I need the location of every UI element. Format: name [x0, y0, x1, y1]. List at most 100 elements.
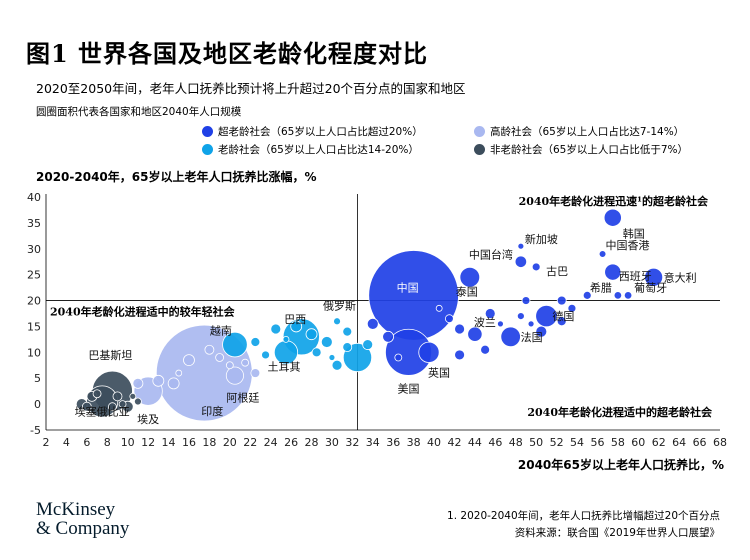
data-label-韩国: 韩国 [623, 227, 645, 241]
bubble-point [134, 397, 142, 406]
y-tick-label: 15 [27, 320, 41, 333]
legend-dot-aged [202, 144, 213, 155]
bubble-阿根廷 [225, 366, 244, 385]
x-tick-label: 2 [43, 436, 50, 449]
data-label-波兰: 波兰 [474, 316, 496, 329]
bubble-point [107, 402, 117, 412]
data-label-阿根廷: 阿根廷 [226, 391, 259, 405]
data-label-德国: 德国 [552, 309, 574, 323]
quadrant-label-bottom-right: 2040年老龄化进程适中的超老龄社会 [527, 405, 713, 419]
data-label-美国: 美国 [398, 382, 420, 395]
x-tick-label: 16 [182, 436, 196, 449]
x-tick-label: 52 [550, 436, 564, 449]
legend-dot-non [474, 144, 485, 155]
quadrant-label-top-left: 2040年老龄化进程适中的较年轻社会 [50, 305, 236, 319]
brand-line-2: & Company [36, 518, 130, 539]
chart-title: 图1 世界各国及地区老龄化程度对比 [26, 39, 429, 68]
data-label-法国: 法国 [521, 330, 543, 344]
mckinsey-logo: McKinsey & Company [36, 500, 129, 538]
y-tick-label: 30 [27, 243, 41, 256]
bubble-point [183, 354, 195, 367]
data-label-西班牙: 西班牙 [619, 270, 652, 283]
x-tick-label: 36 [386, 436, 400, 449]
bubble-point [204, 344, 215, 355]
bubble-古巴 [531, 262, 541, 272]
x-tick-label: 6 [83, 436, 90, 449]
bubble-point [366, 317, 379, 330]
data-label-巴西: 巴西 [284, 313, 306, 326]
bubble-point [567, 303, 577, 313]
bubble-英国 [418, 341, 440, 363]
bubble-point [535, 325, 548, 338]
x-tick-label: 32 [345, 436, 359, 449]
x-tick-label: 46 [488, 436, 502, 449]
brand-line-1: McKinsey [36, 499, 116, 520]
bubble-point [444, 314, 454, 324]
bubble-point [342, 326, 353, 337]
bubble-中国台湾 [514, 255, 528, 268]
x-tick-label: 56 [590, 436, 604, 449]
bubble-point [241, 358, 250, 367]
legend-dot-super [202, 126, 213, 137]
bubble-point [320, 336, 333, 348]
bubble-point [454, 349, 465, 361]
bubble-point [435, 304, 443, 312]
data-label-埃及: 埃及 [137, 412, 159, 426]
bubble-德国 [535, 304, 558, 328]
legend-item-non: 非老龄社会（65岁以上人口占比低于7%） [474, 142, 688, 157]
x-tick-label: 38 [407, 436, 421, 449]
quadrant-label-top-right: 2040年老龄化进程迅速¹的超老龄社会 [519, 194, 709, 208]
bubble-point [362, 339, 374, 350]
bubble-point [333, 317, 341, 326]
data-label-英国: 英国 [428, 365, 450, 379]
x-tick-label: 64 [672, 436, 686, 449]
bubble-point [290, 320, 303, 333]
x-tick-label: 54 [570, 436, 584, 449]
x-tick-label: 22 [243, 436, 257, 449]
bubble-point [582, 290, 592, 300]
legend-label-high: 高龄社会（65岁以上人口占比达7-14%） [490, 126, 685, 138]
x-tick-label: 50 [529, 436, 543, 449]
x-tick-label: 48 [509, 436, 523, 449]
legend-label-super: 超老龄社会（65岁以上人口占比超过20%） [218, 126, 423, 138]
x-tick-label: 4 [63, 436, 70, 449]
x-tick-label: 40 [427, 436, 441, 449]
x-tick-label: 34 [366, 436, 380, 449]
bubble-越南 [222, 331, 248, 358]
bubble-point [342, 342, 353, 353]
bubble-point [516, 312, 525, 320]
footnote-line-1: 1. 2020-2040年间，老年人口抚养比增幅超过20个百分点 [447, 510, 720, 522]
bubble-波兰 [467, 326, 483, 342]
bubble-point [112, 391, 123, 402]
data-label-中国香港: 中国香港 [606, 239, 650, 252]
data-label-俄罗斯: 俄罗斯 [323, 300, 356, 313]
bubble-中国香港 [598, 250, 607, 258]
legend-label-non: 非老龄社会（65岁以上人口占比低于7%） [490, 144, 689, 156]
bubble-point [556, 295, 567, 306]
y-tick-label: 10 [27, 346, 41, 359]
y-tick-label: 25 [27, 269, 41, 282]
x-tick-label: 14 [162, 436, 176, 449]
bubble-point [311, 347, 322, 358]
x-tick-label: 60 [631, 436, 645, 449]
data-label-古巴: 古巴 [546, 265, 568, 278]
bubble-point [215, 353, 225, 362]
x-tick-label: 28 [305, 436, 319, 449]
data-label-中国台湾: 中国台湾 [469, 248, 513, 262]
bubble-新加坡 [517, 242, 525, 250]
y-tick-label: 35 [27, 217, 41, 230]
bubble-希腊 [613, 291, 623, 300]
bubble-point [167, 377, 180, 390]
y-tick-label: 0 [34, 398, 41, 411]
bubble-point [118, 400, 127, 409]
x-tick-label: 24 [264, 436, 278, 449]
legend-item-high: 高龄社会（65岁以上人口占比达7-14%） [474, 124, 684, 139]
bubble-point [331, 359, 343, 371]
source-line: 资料来源：联合国《2019年世界人口展望》 [514, 527, 720, 539]
legend-label-aged: 老龄社会（65岁以上人口占比达14-20%） [218, 144, 419, 156]
bubble-point [382, 330, 395, 343]
y-tick-label: 40 [27, 191, 41, 204]
bubble-point [556, 316, 567, 327]
x-tick-label: 10 [121, 436, 135, 449]
